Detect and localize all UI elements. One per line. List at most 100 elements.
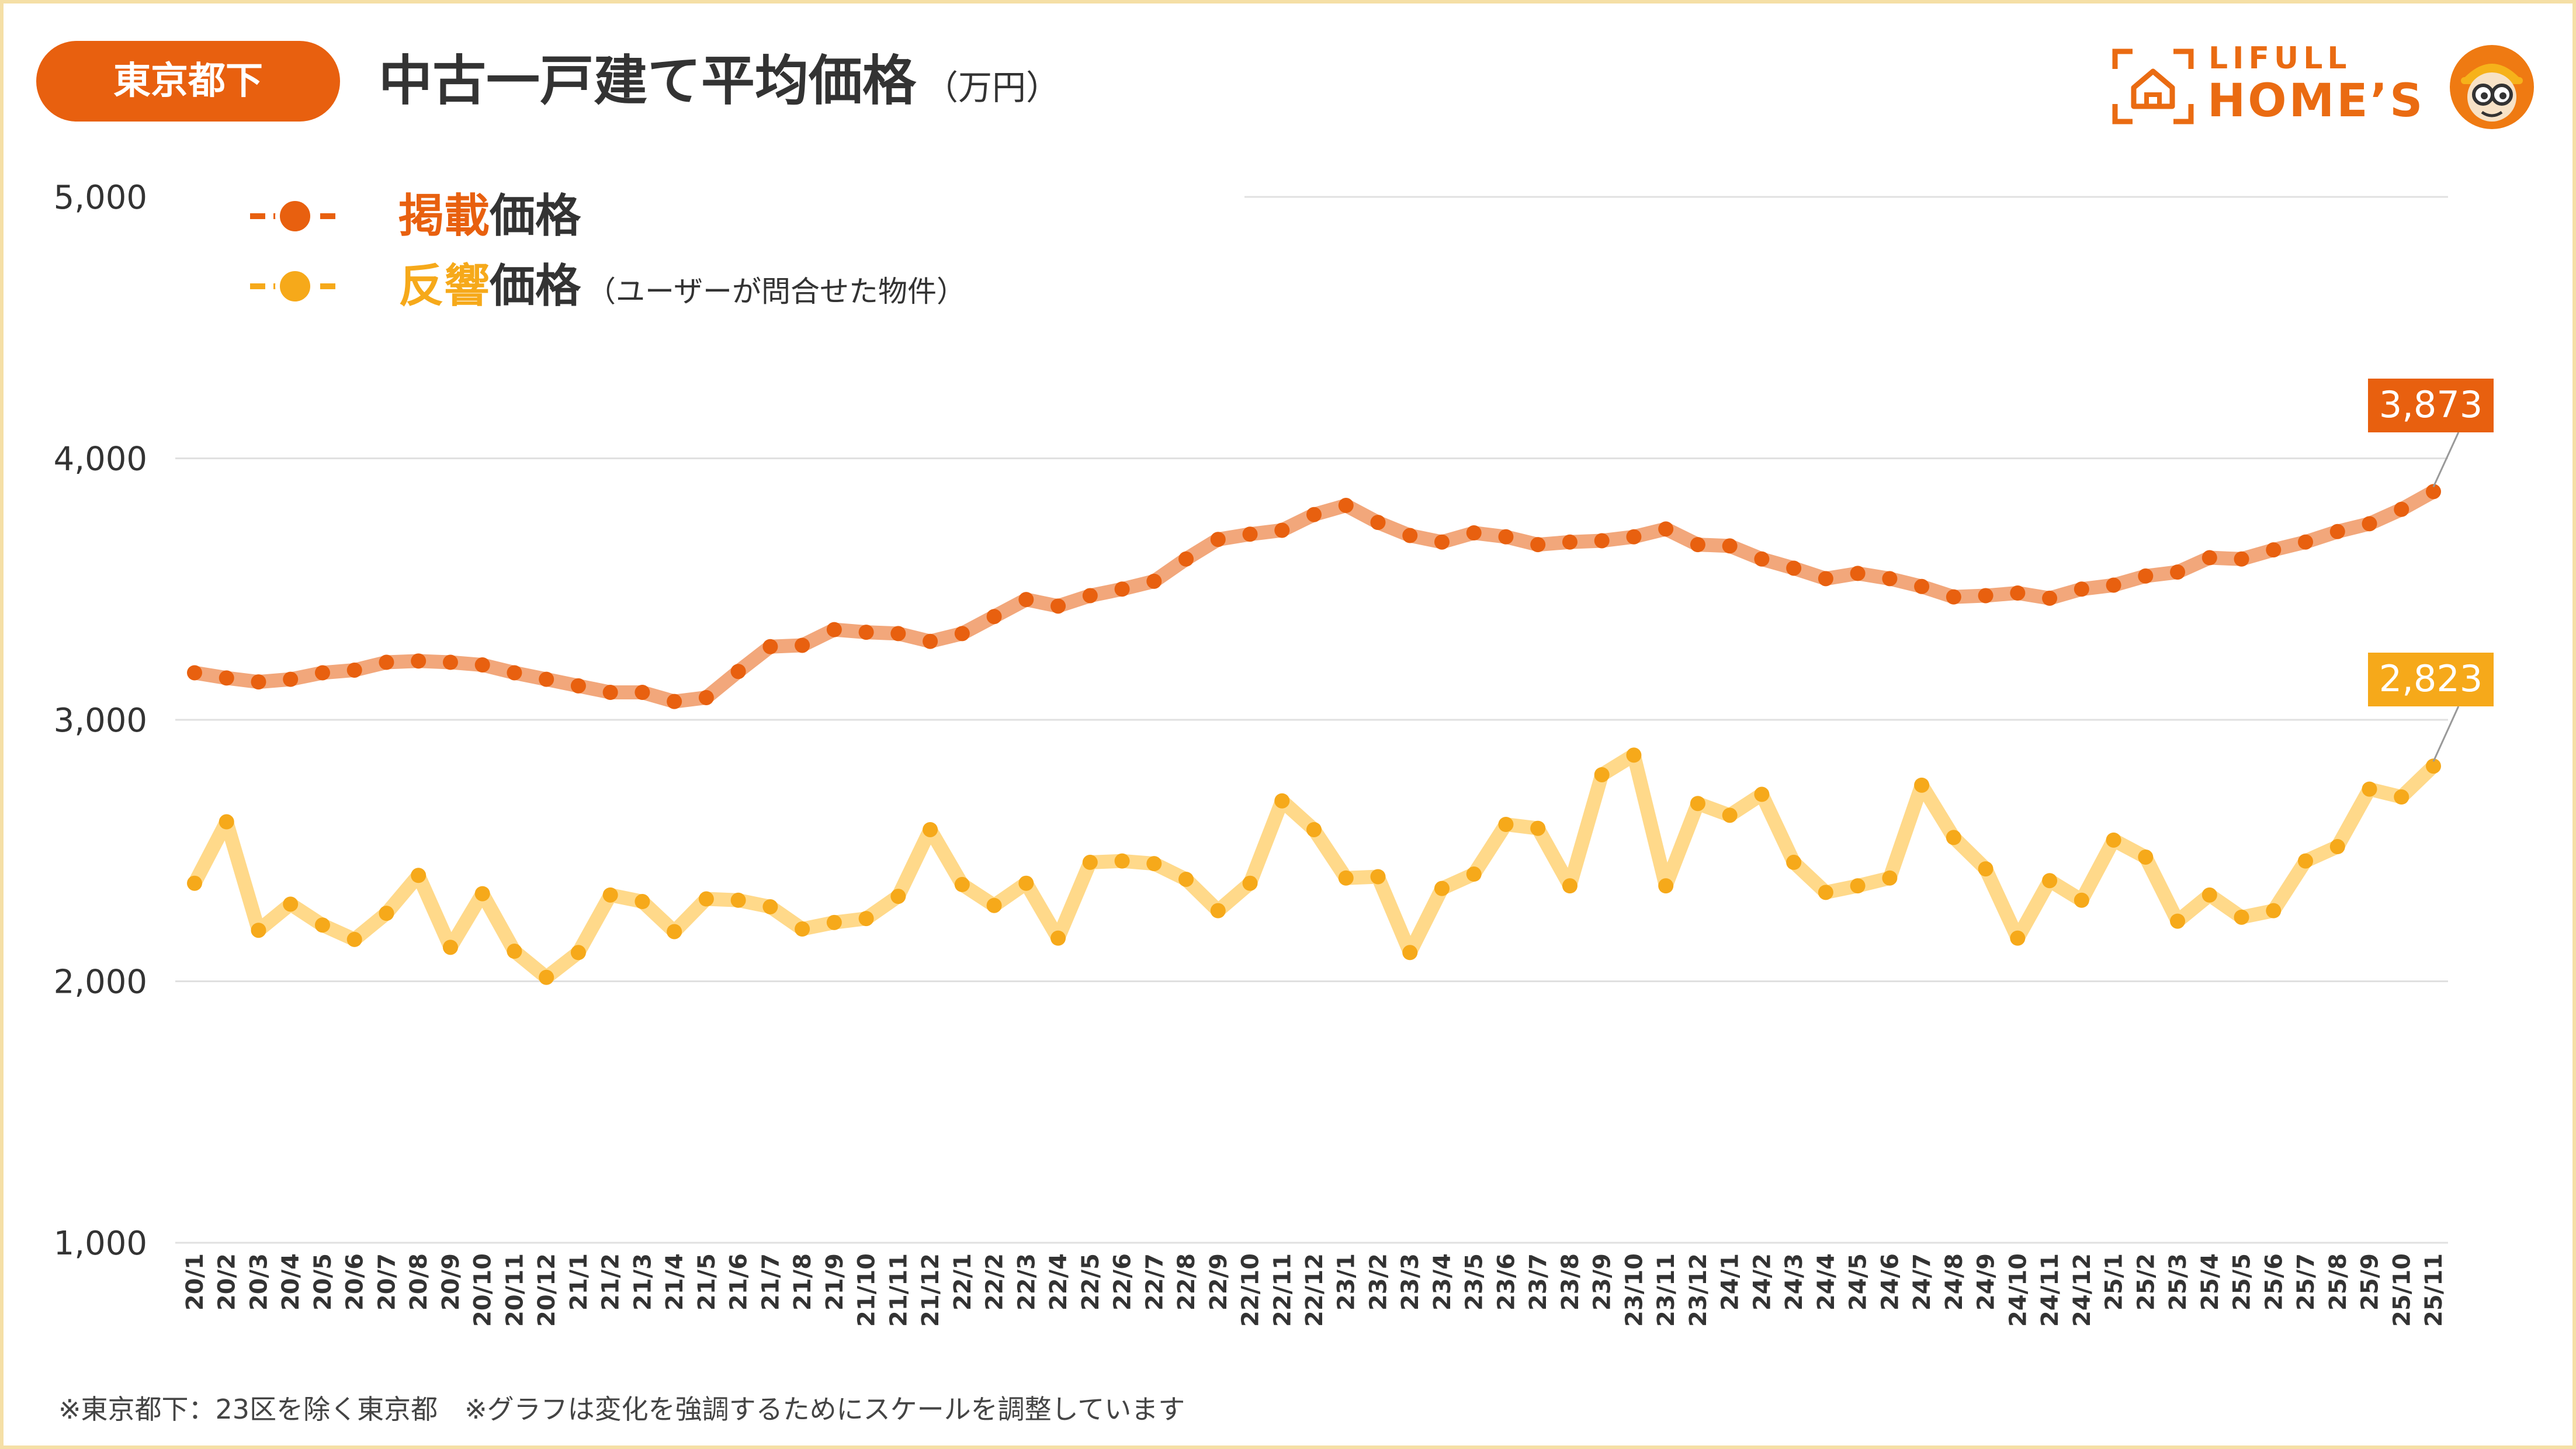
- data-point-response: [187, 875, 202, 891]
- x-tick-label: 21/12: [917, 1253, 944, 1327]
- data-point-response: [826, 914, 842, 930]
- x-tick-label: 23/2: [1365, 1253, 1392, 1311]
- data-point-listed: [2362, 516, 2377, 532]
- data-point-listed: [1338, 498, 1354, 514]
- data-point-listed: [507, 665, 522, 681]
- x-tick-label: 25/7: [2293, 1253, 2320, 1311]
- data-point-listed: [2426, 484, 2441, 500]
- data-point-listed: [219, 670, 234, 686]
- x-tick-label: 21/4: [661, 1253, 688, 1311]
- legend-listed-rest: 価格: [490, 190, 581, 242]
- callout-label-listed: 3,873: [2379, 383, 2483, 426]
- data-point-response: [442, 940, 458, 955]
- data-point-listed: [1850, 566, 1866, 581]
- data-point-response: [283, 896, 299, 912]
- data-point-listed: [923, 633, 938, 649]
- data-point-listed: [1114, 581, 1130, 597]
- callout-leader-response: [2432, 706, 2460, 762]
- data-point-response: [1562, 878, 1578, 894]
- data-point-response: [2106, 832, 2121, 848]
- data-point-response: [1882, 870, 1898, 886]
- data-point-response: [923, 821, 938, 837]
- data-point-listed: [1402, 528, 1418, 543]
- data-point-listed: [1274, 522, 1290, 538]
- data-point-listed: [1562, 534, 1578, 550]
- x-tick-label: 22/4: [1045, 1253, 1072, 1311]
- data-point-response: [1594, 767, 1610, 782]
- x-tick-label: 21/1: [566, 1253, 592, 1311]
- x-tick-label: 21/3: [629, 1253, 656, 1311]
- x-tick-label: 23/11: [1653, 1253, 1680, 1327]
- data-point-listed: [1978, 588, 1993, 604]
- data-point-listed: [1178, 551, 1194, 567]
- legend-response-highlight: 反響: [398, 260, 490, 313]
- y-tick-label: 1,000: [54, 1225, 147, 1263]
- data-point-listed: [251, 674, 266, 690]
- legend-listed-highlight: 掲載: [398, 190, 490, 242]
- data-point-listed: [570, 678, 586, 694]
- data-point-response: [667, 924, 682, 940]
- data-point-response: [986, 897, 1002, 913]
- x-tick-label: 23/4: [1429, 1253, 1456, 1311]
- footnote: ※東京都下：23区を除く東京都 ※グラフは変化を強調するためにスケールを調整して…: [58, 1393, 1185, 1425]
- data-point-listed: [2010, 585, 2026, 601]
- x-tick-label: 23/3: [1397, 1253, 1424, 1311]
- data-point-listed: [314, 665, 330, 681]
- x-tick-label: 24/12: [2069, 1253, 2096, 1327]
- data-point-response: [219, 814, 234, 830]
- data-point-listed: [698, 689, 714, 705]
- x-tick-label: 21/9: [821, 1253, 848, 1311]
- x-tick-label: 24/7: [1909, 1253, 1936, 1311]
- data-point-response: [379, 906, 394, 921]
- data-point-response: [1530, 820, 1546, 836]
- callout-label-response: 2,823: [2379, 657, 2483, 700]
- legend-response-rest: 価格: [490, 260, 581, 313]
- x-tick-label: 25/9: [2357, 1253, 2384, 1311]
- data-point-listed: [1946, 589, 1961, 605]
- data-point-listed: [1658, 521, 1674, 537]
- x-tick-label: 25/10: [2388, 1253, 2415, 1327]
- data-point-listed: [2170, 564, 2186, 580]
- data-point-response: [1914, 777, 1930, 793]
- x-tick-label: 24/4: [1813, 1253, 1840, 1311]
- data-point-response: [1018, 875, 1034, 891]
- legend-response-note: （ユーザーが問合せた物件）: [587, 275, 966, 308]
- data-point-listed: [1754, 551, 1770, 567]
- x-tick-label: 21/6: [726, 1253, 753, 1311]
- x-tick-label: 21/10: [854, 1253, 880, 1327]
- x-tick-label: 20/12: [533, 1253, 560, 1327]
- x-tick-label: 24/1: [1717, 1253, 1744, 1311]
- data-point-response: [1242, 875, 1258, 891]
- data-point-response: [1338, 870, 1354, 886]
- data-point-listed: [2394, 501, 2409, 517]
- data-point-response: [251, 923, 266, 938]
- data-point-listed: [890, 626, 906, 642]
- y-tick-label: 4,000: [54, 441, 147, 479]
- data-point-response: [2074, 892, 2089, 908]
- x-tick-label: 22/1: [949, 1253, 976, 1311]
- data-point-response: [1306, 821, 1322, 837]
- data-point-response: [1978, 861, 1993, 877]
- x-tick-label: 20/2: [214, 1253, 241, 1311]
- y-tick-label: 2,000: [54, 963, 147, 1001]
- data-point-listed: [2042, 590, 2058, 606]
- data-point-response: [2394, 789, 2409, 805]
- x-tick-label: 20/1: [182, 1253, 209, 1311]
- data-point-listed: [2201, 550, 2217, 566]
- data-point-response: [858, 911, 874, 927]
- data-point-response: [2170, 913, 2186, 929]
- data-point-listed: [442, 654, 458, 670]
- data-point-response: [2298, 853, 2314, 869]
- x-tick-label: 21/5: [694, 1253, 720, 1311]
- data-point-listed: [1018, 592, 1034, 608]
- data-point-response: [1402, 945, 1418, 961]
- x-tick-label: 22/6: [1110, 1253, 1136, 1311]
- x-tick-label: 22/9: [1205, 1253, 1232, 1311]
- data-point-response: [474, 886, 490, 902]
- x-tick-label: 24/9: [1973, 1253, 2000, 1311]
- x-tick-label: 23/10: [1621, 1253, 1648, 1327]
- data-point-listed: [795, 637, 810, 653]
- data-point-response: [2362, 781, 2377, 797]
- x-tick-label: 24/11: [2037, 1253, 2064, 1327]
- data-point-response: [1178, 871, 1194, 887]
